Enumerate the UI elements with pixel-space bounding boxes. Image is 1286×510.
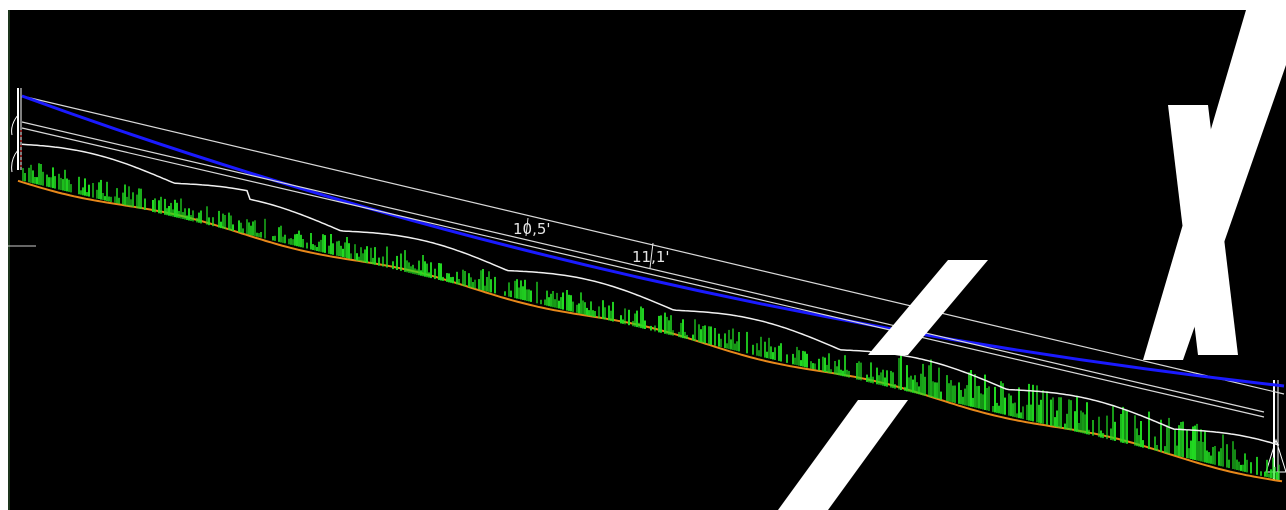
clearance-lines: [21, 121, 1265, 418]
conductor-curve: [21, 94, 1285, 388]
watermark: [778, 10, 1286, 510]
ground-points: [17, 179, 1283, 483]
clearance-measurement-2: 11,1': [632, 242, 670, 269]
profile-drawing: 10,5' 11,1': [8, 10, 1286, 510]
vegetation-points: [22, 163, 1280, 480]
clearance-label-2: 11,1': [632, 248, 670, 266]
left-pole: [11, 88, 22, 173]
drawing-canvas[interactable]: 10,5' 11,1': [8, 10, 1286, 510]
clearance-measurement-1: 10,5': [513, 217, 551, 238]
canopy-top-points: [21, 143, 1280, 446]
right-pole: [1265, 380, 1286, 480]
clearance-label-1: 10,5': [513, 220, 551, 238]
